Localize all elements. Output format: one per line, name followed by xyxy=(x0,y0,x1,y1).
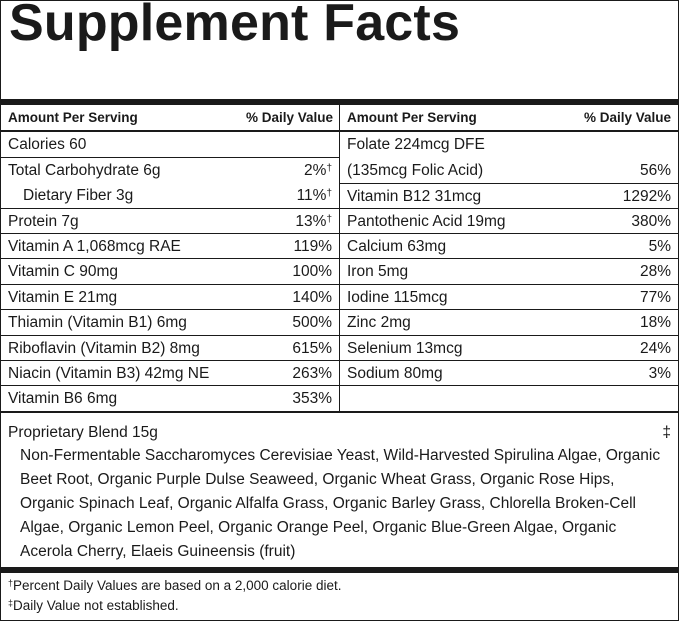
bottom-thick-rule xyxy=(1,567,678,573)
nutrient-row-vitamin-e: Vitamin E 21mg 140% xyxy=(1,285,339,310)
footnote-daily-values: †Percent Daily Values are based on a 2,0… xyxy=(8,578,342,593)
nutrient-name: Dietary Fiber 3g xyxy=(23,187,134,204)
nutrient-row-iron: Iron 5mg 28% xyxy=(340,259,678,284)
row-divider xyxy=(1,385,339,386)
nutrient-name: Iodine 115mcg xyxy=(347,289,448,306)
blend-rule xyxy=(1,411,678,413)
nutrient-dv: 500% xyxy=(292,314,332,331)
nutrient-row-riboflavin: Riboflavin (Vitamin B2) 8mg 615% xyxy=(1,336,339,361)
nutrient-name: Iron 5mg xyxy=(347,263,409,280)
nutrient-name: Niacin (Vitamin B3) 42mg NE xyxy=(8,365,210,382)
nutrient-row-calcium: Calcium 63mg 5% xyxy=(340,234,678,259)
panel-title: Supplement Facts xyxy=(9,0,461,52)
row-divider xyxy=(1,309,339,310)
row-divider xyxy=(1,335,339,336)
nutrient-row-selenium: Selenium 13mcg 24% xyxy=(340,336,678,361)
nutrient-name: Vitamin B6 6mg xyxy=(8,390,118,407)
nutrient-row-pantothenic-acid: Pantothenic Acid 19mg 380% xyxy=(340,209,678,234)
nutrient-name: Calcium 63mg xyxy=(347,238,447,255)
row-divider xyxy=(340,258,678,259)
nutrient-dv: 28% xyxy=(639,263,671,280)
nutrient-row-sodium: Sodium 80mg 3% xyxy=(340,361,678,386)
nutrient-dv: 5% xyxy=(648,238,671,255)
row-divider xyxy=(340,335,678,336)
nutrient-row-vitamin-b6: Vitamin B6 6mg 353% xyxy=(1,386,339,411)
nutrient-row-zinc: Zinc 2mg 18% xyxy=(340,310,678,335)
left-column-header: Amount Per Serving % Daily Value xyxy=(1,105,340,130)
nutrient-dv: 263% xyxy=(292,365,332,382)
row-divider xyxy=(1,157,339,158)
right-column-header: Amount Per Serving % Daily Value xyxy=(340,105,678,130)
nutrient-row-vitamin-b12: Vitamin B12 31mcg 1292% xyxy=(340,184,678,209)
nutrient-name: Calories 60 xyxy=(8,136,87,153)
nutrient-name: Folate 224mcg DFE xyxy=(347,136,485,153)
footnote-not-established: ‡Daily Value not established. xyxy=(8,598,179,613)
nutrient-dv: 140% xyxy=(292,289,332,306)
nutrient-name: Thiamin (Vitamin B1) 6mg xyxy=(8,314,187,331)
nutrient-row-fiber: Dietary Fiber 3g 11%† xyxy=(1,183,339,208)
row-divider xyxy=(1,284,339,285)
nutrient-dv: 3% xyxy=(648,365,671,382)
nutrient-dv: 18% xyxy=(639,314,671,331)
blend-dv-mark: ‡ xyxy=(662,424,671,441)
nutrient-dv: 119% xyxy=(293,238,333,255)
nutrient-row-iodine: Iodine 115mcg 77% xyxy=(340,285,678,310)
nutrient-name: Riboflavin (Vitamin B2) 8mg xyxy=(8,340,200,357)
nutrient-name: Vitamin B12 31mcg xyxy=(347,188,482,205)
row-divider xyxy=(340,309,678,310)
nutrient-dv: 380% xyxy=(631,213,671,230)
blend-ingredients: Non-Fermentable Saccharomyces Cerevisiae… xyxy=(20,447,661,560)
nutrient-row-calories: Calories 60 xyxy=(1,132,339,157)
blend-name: Proprietary Blend 15g xyxy=(8,424,158,441)
nutrient-row-vitamin-a: Vitamin A 1,068mcg RAE 119% xyxy=(1,234,339,259)
top-thick-rule xyxy=(1,99,678,105)
amount-per-serving-label: Amount Per Serving xyxy=(347,110,477,125)
nutrient-dv: 11%† xyxy=(296,187,332,204)
nutrient-dv: 13%† xyxy=(295,213,332,230)
nutrient-dv: 56% xyxy=(639,162,671,179)
nutrient-dv: 77% xyxy=(639,289,671,306)
nutrient-name: (135mcg Folic Acid) xyxy=(347,162,484,179)
nutrient-row-protein: Protein 7g 13%† xyxy=(1,209,339,234)
row-divider xyxy=(340,360,678,361)
nutrient-name: Zinc 2mg xyxy=(347,314,411,331)
row-divider xyxy=(1,258,339,259)
row-divider xyxy=(1,208,339,209)
nutrient-dv: 100% xyxy=(292,263,332,280)
row-divider xyxy=(340,208,678,209)
nutrient-dv: 1292% xyxy=(622,188,671,205)
nutrient-row-thiamin: Thiamin (Vitamin B1) 6mg 500% xyxy=(1,310,339,335)
nutrient-name: Sodium 80mg xyxy=(347,365,443,382)
nutrient-row-vitamin-c: Vitamin C 90mg 100% xyxy=(1,259,339,284)
row-divider xyxy=(340,233,678,234)
row-divider xyxy=(1,233,339,234)
nutrient-dv: 24% xyxy=(639,340,671,357)
row-divider xyxy=(340,183,678,184)
nutrient-dv: 2%† xyxy=(304,162,332,179)
daily-value-label: % Daily Value xyxy=(245,110,333,125)
nutrient-row-folic-acid: (135mcg Folic Acid) 56% xyxy=(340,158,678,183)
nutrient-dv: 353% xyxy=(292,390,332,407)
row-divider xyxy=(1,360,339,361)
nutrient-name: Total Carbohydrate 6g xyxy=(8,162,161,179)
row-divider xyxy=(340,284,678,285)
nutrient-dv: 615% xyxy=(292,340,332,357)
nutrient-row-niacin: Niacin (Vitamin B3) 42mg NE 263% xyxy=(1,361,339,386)
nutrient-name: Vitamin C 90mg xyxy=(8,263,118,280)
nutrient-row-carbohydrate: Total Carbohydrate 6g 2%† xyxy=(1,158,339,183)
nutrient-name: Pantothenic Acid 19mg xyxy=(347,213,506,230)
nutrient-name: Vitamin A 1,068mcg RAE xyxy=(8,238,181,255)
column-divider xyxy=(339,105,340,411)
nutrient-name: Vitamin E 21mg xyxy=(8,289,118,306)
nutrient-row-folate: Folate 224mcg DFE xyxy=(340,132,678,157)
row-divider xyxy=(340,385,678,386)
nutrient-name: Protein 7g xyxy=(8,213,79,230)
amount-per-serving-label: Amount Per Serving xyxy=(8,110,138,125)
nutrient-name: Selenium 13mcg xyxy=(347,340,463,357)
daily-value-label: % Daily Value xyxy=(583,110,671,125)
